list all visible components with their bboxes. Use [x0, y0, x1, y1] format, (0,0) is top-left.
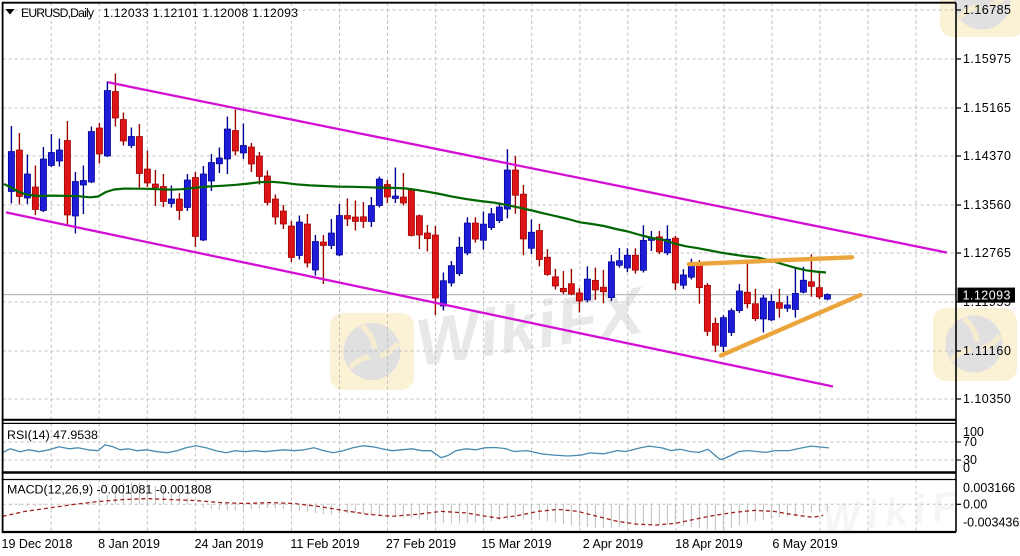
svg-text:1.12033 1.12101 1.12008 1.1209: 1.12033 1.12101 1.12008 1.12093	[103, 6, 298, 20]
svg-text:EURUSD,Daily: EURUSD,Daily	[21, 6, 95, 20]
svg-text:24 Jan 2019: 24 Jan 2019	[195, 537, 264, 551]
svg-text:1.13560: 1.13560	[963, 198, 1011, 212]
svg-text:MACD(12,26,9) -0.001081 -0.001: MACD(12,26,9) -0.001081 -0.001808	[7, 483, 212, 497]
svg-text:1.14370: 1.14370	[963, 149, 1011, 163]
svg-text:1.12765: 1.12765	[963, 246, 1011, 260]
svg-text:18 Apr 2019: 18 Apr 2019	[675, 537, 742, 551]
svg-text:27 Feb 2019: 27 Feb 2019	[386, 537, 456, 551]
svg-text:2 Apr 2019: 2 Apr 2019	[583, 537, 644, 551]
svg-text:1.12093: 1.12093	[963, 289, 1011, 303]
svg-text:0: 0	[963, 461, 970, 475]
svg-text:6 May 2019: 6 May 2019	[772, 537, 837, 551]
svg-text:100: 100	[963, 425, 984, 439]
svg-text:1.15165: 1.15165	[963, 101, 1011, 115]
svg-text:0.00: 0.00	[963, 498, 987, 512]
svg-text:19 Dec 2018: 19 Dec 2018	[2, 537, 73, 551]
svg-text:1.10350: 1.10350	[963, 392, 1011, 406]
svg-text:70: 70	[963, 435, 977, 449]
svg-text:1.15975: 1.15975	[963, 52, 1011, 66]
svg-text:0.003166: 0.003166	[963, 481, 1015, 495]
svg-text:RSI(14) 47.9538: RSI(14) 47.9538	[7, 428, 98, 442]
svg-text:8 Jan 2019: 8 Jan 2019	[98, 537, 160, 551]
svg-text:11 Feb 2019: 11 Feb 2019	[290, 537, 359, 551]
svg-text:1.16785: 1.16785	[963, 3, 1011, 17]
svg-text:30: 30	[963, 453, 977, 467]
svg-text:15 Mar 2019: 15 Mar 2019	[481, 537, 551, 551]
svg-text:-0.003436: -0.003436	[963, 516, 1019, 530]
svg-text:1.11160: 1.11160	[963, 344, 1011, 358]
